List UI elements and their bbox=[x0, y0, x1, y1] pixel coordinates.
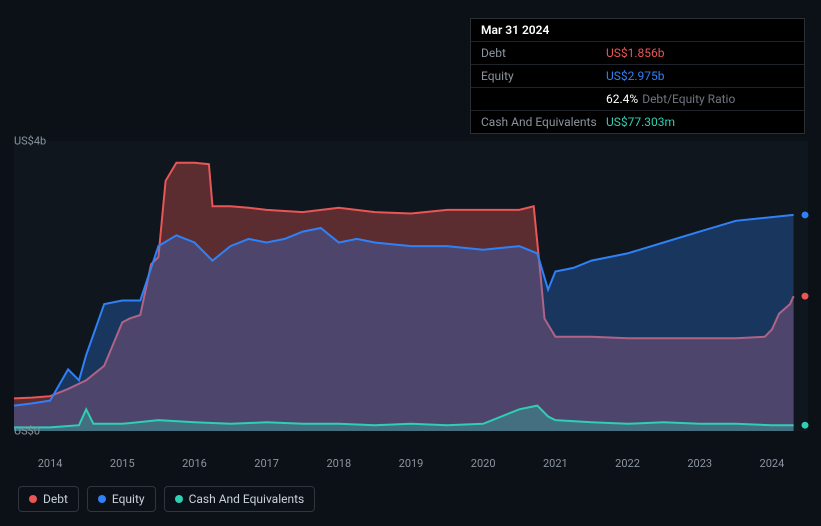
x-tick-label: 2020 bbox=[471, 457, 496, 470]
x-tick-label: 2021 bbox=[543, 457, 568, 470]
y-tick-label: US$0 bbox=[14, 425, 24, 438]
tooltip-row: EquityUS$2.975b bbox=[471, 65, 804, 88]
tooltip-value: US$1.856b bbox=[606, 46, 665, 60]
tooltip-sublabel: Debt/Equity Ratio bbox=[642, 92, 735, 106]
series-area-equity bbox=[14, 215, 794, 431]
y-tick-label: US$4b bbox=[14, 135, 24, 148]
tooltip-label: Debt bbox=[481, 46, 606, 60]
tooltip-date: Mar 31 2024 bbox=[471, 19, 804, 42]
tooltip-label: Equity bbox=[481, 69, 606, 83]
tooltip-value: US$77.303m bbox=[606, 115, 675, 129]
x-tick-label: 2024 bbox=[760, 457, 785, 470]
legend-dot-icon bbox=[29, 495, 37, 503]
x-tick-label: 2018 bbox=[326, 457, 351, 470]
x-tick-label: 2014 bbox=[38, 457, 63, 470]
legend-item-debt[interactable]: Debt bbox=[18, 486, 79, 512]
legend-label: Cash And Equivalents bbox=[189, 492, 305, 506]
x-axis: 2014 2015 2016 2017 2018 2019 2020 2021 2022 2023… bbox=[14, 450, 808, 470]
tooltip-row: DebtUS$1.856b bbox=[471, 42, 804, 65]
end-marker-debt bbox=[801, 292, 809, 300]
x-tick-label: 2019 bbox=[399, 457, 424, 470]
legend-item-equity[interactable]: Equity bbox=[87, 486, 156, 512]
x-tick-label: 2015 bbox=[110, 457, 135, 470]
legend-item-cash-and-equivalents[interactable]: Cash And Equivalents bbox=[164, 486, 316, 512]
x-tick-label: 2016 bbox=[182, 457, 207, 470]
legend-label: Equity bbox=[112, 492, 145, 506]
legend-dot-icon bbox=[175, 495, 183, 503]
legend-label: Debt bbox=[43, 492, 68, 506]
tooltip-label: Cash And Equivalents bbox=[481, 115, 606, 129]
tooltip-value: US$2.975b bbox=[606, 69, 665, 83]
tooltip-date-value: Mar 31 2024 bbox=[481, 23, 549, 37]
chart-svg bbox=[14, 141, 808, 431]
tooltip-row: Cash And EquivalentsUS$77.303m bbox=[471, 111, 804, 133]
x-tick-label: 2023 bbox=[687, 457, 712, 470]
end-marker-cash-and-equivalents bbox=[801, 421, 809, 429]
x-tick-label: 2017 bbox=[254, 457, 279, 470]
chart-area-wrapper: US$0US$4b 201420152016201720182019202020… bbox=[14, 125, 808, 470]
chart-tooltip: Mar 31 2024 DebtUS$1.856bEquityUS$2.975b… bbox=[470, 18, 805, 134]
legend-dot-icon bbox=[98, 495, 106, 503]
chart-legend: Debt Equity Cash And Equivalents bbox=[18, 486, 315, 512]
x-tick-label: 2022 bbox=[615, 457, 640, 470]
plot-area[interactable] bbox=[14, 141, 808, 431]
tooltip-row: 62.4% Debt/Equity Ratio bbox=[471, 88, 804, 111]
end-marker-equity bbox=[801, 211, 809, 219]
tooltip-label bbox=[481, 92, 606, 106]
tooltip-value: 62.4% bbox=[606, 92, 638, 106]
